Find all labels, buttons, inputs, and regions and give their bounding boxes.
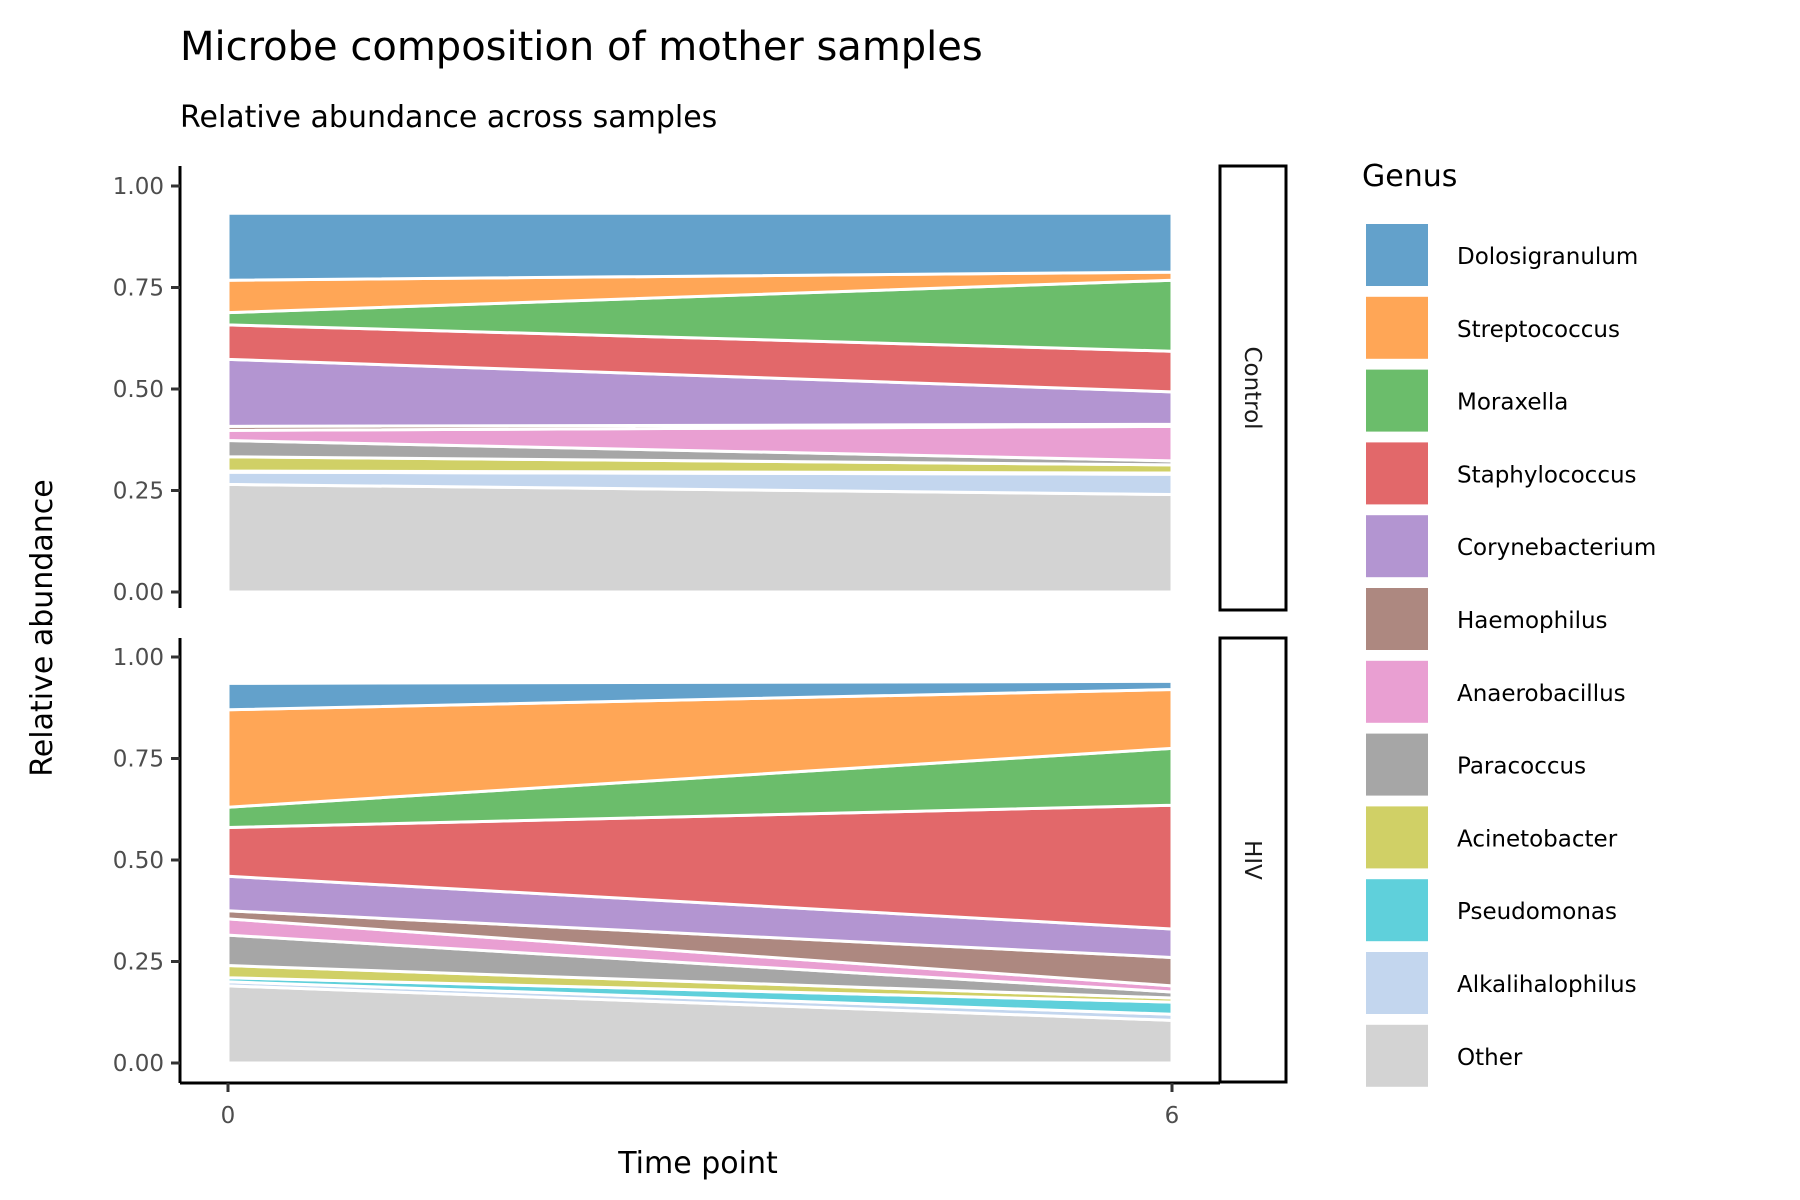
legend-label: Staphylococcus <box>1457 462 1637 488</box>
legend-swatch <box>1366 879 1428 942</box>
legend-label: Streptococcus <box>1457 317 1620 343</box>
area-dolosigranulum-hiv <box>226 679 1174 712</box>
legend-label: Pseudomonas <box>1457 899 1617 925</box>
legend-label: Dolosigranulum <box>1457 244 1638 270</box>
legend-item-staphylococcus: Staphylococcus <box>1366 442 1637 505</box>
legend-item-other: Other <box>1366 1024 1523 1087</box>
legend-swatch <box>1366 515 1428 578</box>
legend-item-moraxella: Moraxella <box>1366 369 1568 432</box>
legend-swatch <box>1366 224 1428 286</box>
legend-label: Moraxella <box>1457 390 1568 416</box>
x-tick-label: 0 <box>221 1103 236 1129</box>
facet-strip <box>1218 164 1288 612</box>
legend-label: Corynebacterium <box>1457 535 1656 561</box>
legend-label: Haemophilus <box>1457 608 1608 634</box>
panel-hiv: 0.00 0.25 0.50 0.75 1.00 HIV <box>113 636 1288 1084</box>
y-tick-label: 0.25 <box>113 479 164 505</box>
legend-swatch <box>1366 1024 1428 1087</box>
legend-label: Paracoccus <box>1457 754 1586 780</box>
legend-swatch <box>1366 442 1428 505</box>
legend-swatch <box>1366 733 1428 796</box>
facet-strip-label: Control <box>1239 346 1265 429</box>
legend-item-alkalihalophilus: Alkalihalophilus <box>1366 952 1637 1014</box>
x-tick-label: 6 <box>1165 1103 1180 1129</box>
legend-label: Acinetobacter <box>1457 826 1618 852</box>
legend-swatch <box>1366 952 1428 1014</box>
y-tick-label: 0.00 <box>113 580 164 606</box>
legend-label: Other <box>1457 1045 1523 1071</box>
legend-title: Genus <box>1362 159 1457 194</box>
legend-item-corynebacterium: Corynebacterium <box>1366 515 1656 578</box>
panels: 0.000.250.500.751.00Control0.000.250.500… <box>113 164 1288 1129</box>
y-axis-title: Relative abundance <box>25 479 60 776</box>
legend-swatch <box>1366 660 1428 723</box>
y-tick-label: 0.25 <box>113 950 164 976</box>
legend-item-dolosigranulum: Dolosigranulum <box>1366 224 1638 286</box>
legend-swatch <box>1366 296 1428 359</box>
panel-control: 0.00 0.25 0.50 0.75 1.00 Control <box>113 164 1288 612</box>
chart-subtitle: Relative abundance across samples <box>180 100 717 135</box>
legend-item-acinetobacter: Acinetobacter <box>1366 806 1618 869</box>
x-axis-title: Time point <box>617 1146 778 1181</box>
y-tick-label: 0.75 <box>113 747 164 773</box>
y-tick-label: 0.50 <box>113 848 164 874</box>
legend-item-anaerobacillus: Anaerobacillus <box>1366 660 1626 723</box>
legend-label: Alkalihalophilus <box>1457 972 1637 998</box>
facet-strip <box>1218 636 1288 1084</box>
y-tick-label: 0.00 <box>113 1051 164 1077</box>
y-tick-label: 1.00 <box>113 174 164 200</box>
y-tick-label: 0.50 <box>113 377 164 403</box>
legend-label: Anaerobacillus <box>1457 681 1626 707</box>
legend-item-pseudomonas: Pseudomonas <box>1366 879 1617 942</box>
area-other-control <box>226 482 1174 594</box>
legend-swatch <box>1366 588 1428 650</box>
facet-strip-label: HIV <box>1239 840 1265 880</box>
legend-swatch <box>1366 806 1428 869</box>
area-dolosigranulum-control <box>226 211 1174 282</box>
legend-item-haemophilus: Haemophilus <box>1366 588 1608 650</box>
legend-item-paracoccus: Paracoccus <box>1366 733 1586 796</box>
legend-item-streptococcus: Streptococcus <box>1366 296 1620 359</box>
chart-title: Microbe composition of mother samples <box>180 24 983 70</box>
y-tick-label: 1.00 <box>113 645 164 671</box>
legend: Dolosigranulum Streptococcus Moraxella Stap… <box>1366 224 1656 1087</box>
legend-swatch <box>1366 369 1428 432</box>
y-tick-label: 0.75 <box>113 276 164 302</box>
